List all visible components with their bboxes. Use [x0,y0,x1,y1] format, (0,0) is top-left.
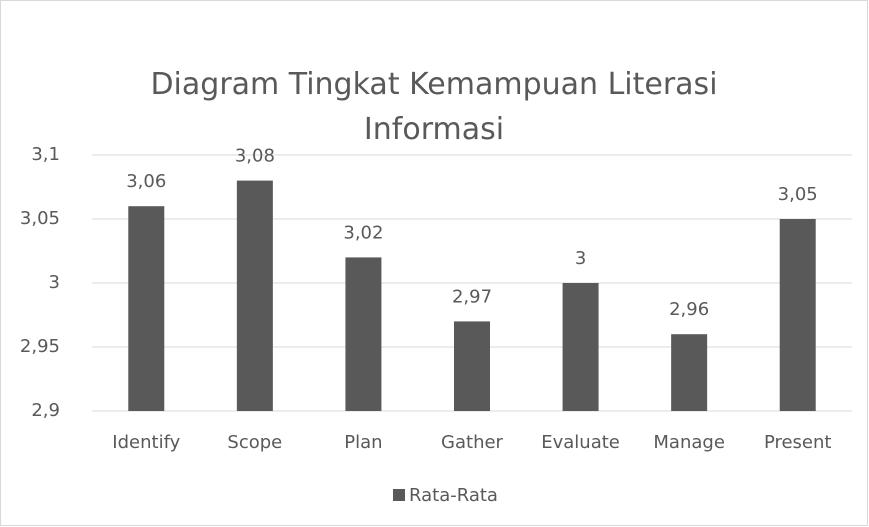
chart-title: Diagram Tingkat Kemampuan Literasi Infor… [150,67,718,147]
data-label: 3,08 [235,146,275,167]
bar [671,334,708,411]
x-tick-label: Manage [653,432,725,453]
y-tick-label: 2,9 [31,400,60,421]
data-label: 3,06 [126,171,166,192]
data-label: 2,96 [669,299,709,320]
data-label: 2,97 [452,286,492,307]
y-tick-label: 3 [49,272,60,293]
bar [128,206,165,411]
x-tick-label: Identify [112,432,180,453]
x-tick-label: Scope [227,432,282,453]
bar [454,321,490,411]
bar [779,219,816,411]
bar [236,180,273,411]
x-tick-label: Evaluate [541,432,620,453]
bar [345,257,382,411]
data-label: 3,05 [778,184,818,205]
legend-label: Rata-Rata [409,485,498,506]
y-tick-label: 2,95 [20,336,60,357]
x-tick-label: Present [764,432,832,453]
x-tick-label: Gather [441,432,504,453]
bar [562,283,599,411]
y-tick-label: 3,05 [20,208,60,229]
y-tick-label: 3,1 [31,144,60,165]
data-label: 3 [575,248,586,269]
data-label: 3,02 [343,222,383,243]
x-tick-label: Plan [344,432,382,453]
legend-swatch [393,489,405,501]
